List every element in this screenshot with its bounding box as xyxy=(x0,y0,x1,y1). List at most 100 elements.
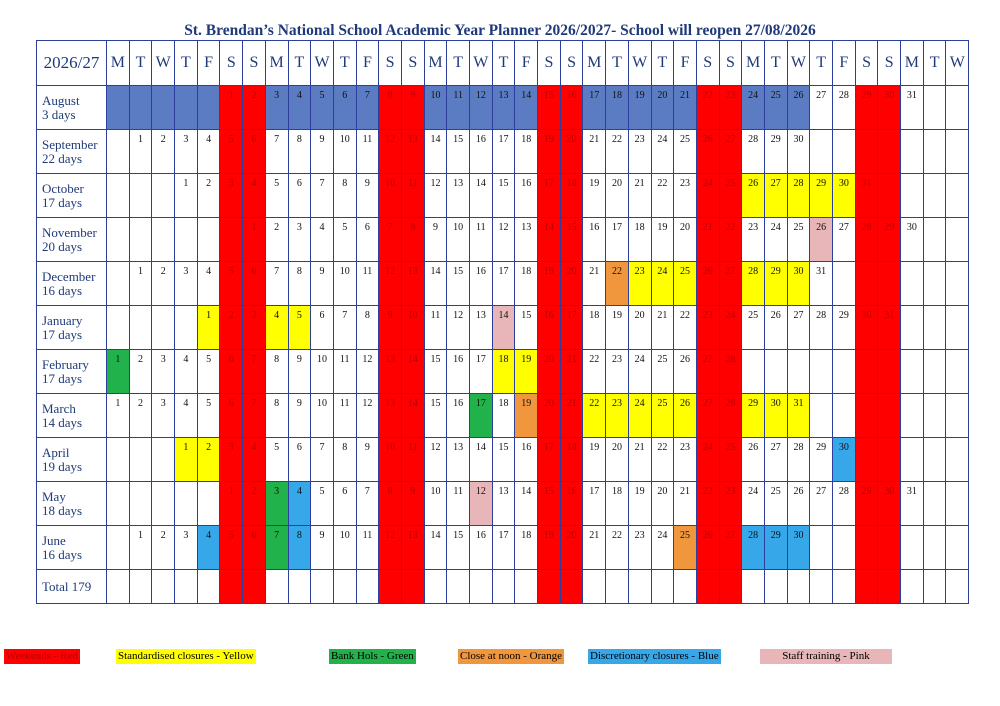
day-cell: 1 xyxy=(128,525,153,570)
day-cell: 23 xyxy=(695,305,720,350)
day-cell: 12 xyxy=(355,393,380,438)
month-label: April 19 days xyxy=(36,437,107,482)
day-cell: 21 xyxy=(627,437,652,482)
day-cell: 2 xyxy=(128,349,153,394)
day-cell: 2 xyxy=(151,261,176,306)
day-cell: 26 xyxy=(786,85,811,130)
day-cell: 25 xyxy=(763,481,788,526)
day-cell: 24 xyxy=(627,349,652,394)
day-cell xyxy=(922,305,947,350)
day-cell: 22 xyxy=(582,393,607,438)
day-cell: 11 xyxy=(355,525,380,570)
day-cell xyxy=(877,393,902,438)
month-label: January 17 days xyxy=(36,305,107,350)
day-cell: 21 xyxy=(559,349,584,394)
month-row: May 18 days 1 2 3 4 5 6 7 8 9 10 11 12 13 14 15 16 17 18 19 2… xyxy=(36,481,970,526)
day-cell: 15 xyxy=(491,173,516,218)
day-cell: 28 xyxy=(741,261,765,306)
day-cell: 4 xyxy=(242,173,266,218)
day-cell: 18 xyxy=(491,349,516,394)
day-cell: 27 xyxy=(809,481,833,526)
day-cell: 1 xyxy=(174,437,198,482)
month-days-count: 20 days xyxy=(42,238,83,254)
day-header: T xyxy=(287,40,312,86)
day-cell xyxy=(854,437,879,482)
total-cell xyxy=(196,569,221,604)
day-header: W xyxy=(151,40,176,86)
legend-staff-training: Staff training - Pink xyxy=(760,649,892,664)
day-cell xyxy=(945,173,970,218)
day-header: S xyxy=(718,40,743,86)
day-cell: 30 xyxy=(832,437,856,482)
day-cell: 8 xyxy=(355,305,380,350)
day-cell xyxy=(174,85,198,130)
day-cell xyxy=(174,305,198,350)
day-cell: 10 xyxy=(378,437,402,482)
day-cell: 25 xyxy=(718,437,743,482)
day-cell: 17 xyxy=(537,437,561,482)
total-cell xyxy=(242,569,266,604)
total-cell xyxy=(763,569,788,604)
total-cell xyxy=(945,569,970,604)
day-cell: 6 xyxy=(332,85,357,130)
day-cell: 8 xyxy=(332,173,357,218)
day-cell: 28 xyxy=(741,129,765,174)
day-cell: 9 xyxy=(310,525,334,570)
day-cell: 10 xyxy=(332,525,357,570)
day-cell: 23 xyxy=(627,525,652,570)
total-cell xyxy=(741,569,765,604)
day-cell xyxy=(106,85,130,130)
day-cell: 29 xyxy=(763,261,788,306)
day-cell: 22 xyxy=(695,481,720,526)
day-cell: 4 xyxy=(174,393,198,438)
day-header: F xyxy=(196,40,221,86)
day-cell: 11 xyxy=(355,261,380,306)
day-cell: 4 xyxy=(196,525,221,570)
day-cell: 2 xyxy=(264,217,289,262)
day-cell: 20 xyxy=(627,305,652,350)
day-cell: 24 xyxy=(627,393,652,438)
day-cell: 5 xyxy=(332,217,357,262)
day-cell: 22 xyxy=(673,305,697,350)
day-cell: 4 xyxy=(310,217,334,262)
month-label: May 18 days xyxy=(36,481,107,526)
day-cell xyxy=(922,349,947,394)
day-cell xyxy=(900,305,924,350)
month-name: November xyxy=(42,224,97,240)
day-cell: 29 xyxy=(877,217,902,262)
day-cell xyxy=(900,173,924,218)
month-days-count: 16 days xyxy=(42,546,83,562)
month-name: December xyxy=(42,268,96,284)
total-cell xyxy=(695,569,720,604)
day-cell xyxy=(877,525,902,570)
day-cell xyxy=(151,305,176,350)
total-cell xyxy=(423,569,448,604)
day-header: T xyxy=(174,40,198,86)
day-cell: 14 xyxy=(469,173,493,218)
day-cell: 12 xyxy=(423,437,448,482)
day-cell: 18 xyxy=(582,305,607,350)
day-cell: 1 xyxy=(106,393,130,438)
day-cell: 15 xyxy=(446,261,470,306)
day-cell xyxy=(106,525,130,570)
day-cell: 7 xyxy=(355,481,380,526)
day-header: M xyxy=(582,40,607,86)
day-cell: 27 xyxy=(718,261,743,306)
day-cell: 29 xyxy=(763,525,788,570)
day-cell xyxy=(922,85,947,130)
day-cell: 13 xyxy=(400,129,425,174)
day-cell: 12 xyxy=(446,305,470,350)
day-cell: 2 xyxy=(242,85,266,130)
day-header: S xyxy=(378,40,402,86)
day-cell: 2 xyxy=(196,173,221,218)
day-cell: 15 xyxy=(537,481,561,526)
day-cell: 6 xyxy=(242,261,266,306)
day-cell: 15 xyxy=(446,129,470,174)
day-cell: 20 xyxy=(650,85,675,130)
day-cell: 27 xyxy=(763,173,788,218)
day-cell xyxy=(832,393,856,438)
day-cell: 17 xyxy=(491,129,516,174)
total-cell xyxy=(877,569,902,604)
day-cell: 2 xyxy=(242,481,266,526)
